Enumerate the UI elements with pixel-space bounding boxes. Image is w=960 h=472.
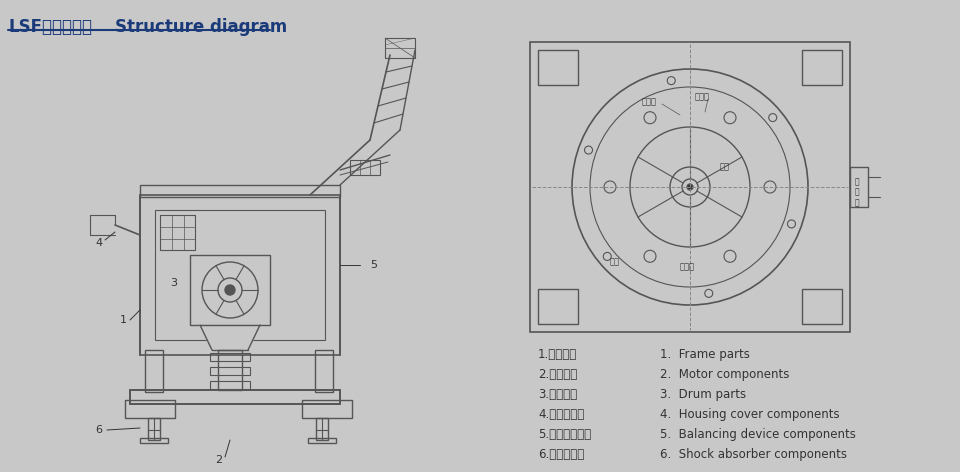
Text: 5.  Balancing device components: 5. Balancing device components xyxy=(660,428,856,441)
Bar xyxy=(385,38,415,58)
Bar xyxy=(148,418,160,440)
Text: 4.机壳盖部件: 4.机壳盖部件 xyxy=(538,408,585,421)
Bar xyxy=(315,350,333,392)
Text: 1.机座部件: 1.机座部件 xyxy=(538,348,577,361)
Bar xyxy=(210,381,250,389)
Circle shape xyxy=(687,184,693,190)
Bar xyxy=(538,50,578,85)
Text: 5.平衡装置部件: 5.平衡装置部件 xyxy=(538,428,591,441)
Bar xyxy=(850,167,868,207)
Bar xyxy=(125,400,175,418)
Text: 6.减震器部件: 6.减震器部件 xyxy=(538,448,585,461)
Text: 2.  Motor components: 2. Motor components xyxy=(660,368,789,381)
Text: 洗涤口: 洗涤口 xyxy=(642,98,657,107)
Text: 3.  Drum parts: 3. Drum parts xyxy=(660,388,746,401)
Text: 备用口: 备用口 xyxy=(680,262,695,271)
Text: 3: 3 xyxy=(170,278,177,288)
Bar xyxy=(130,390,340,404)
Bar xyxy=(538,289,578,324)
Bar xyxy=(140,438,168,443)
Bar xyxy=(160,215,195,250)
Text: 6.  Shock absorber components: 6. Shock absorber components xyxy=(660,448,847,461)
Text: 1: 1 xyxy=(120,315,127,325)
Bar xyxy=(530,42,850,332)
Text: Structure diagram: Structure diagram xyxy=(115,18,287,36)
Bar xyxy=(302,400,352,418)
Bar xyxy=(218,350,242,390)
Polygon shape xyxy=(200,325,260,350)
Bar xyxy=(350,160,380,175)
Text: 4.  Housing cover components: 4. Housing cover components xyxy=(660,408,840,421)
Bar xyxy=(210,353,250,361)
Bar xyxy=(802,289,842,324)
Bar xyxy=(155,210,325,340)
Bar xyxy=(210,367,250,375)
Bar xyxy=(140,185,340,197)
Text: 进料管: 进料管 xyxy=(695,93,710,101)
Text: LSF系列结构图: LSF系列结构图 xyxy=(8,18,92,36)
Bar xyxy=(130,390,340,404)
Bar xyxy=(190,255,270,325)
Text: 灯窗: 灯窗 xyxy=(720,162,730,171)
Text: 1.  Frame parts: 1. Frame parts xyxy=(660,348,750,361)
Text: 2: 2 xyxy=(215,455,222,465)
Text: 2.电机部件: 2.电机部件 xyxy=(538,368,577,381)
Text: 4: 4 xyxy=(95,238,102,248)
Bar xyxy=(145,350,163,392)
Text: 6: 6 xyxy=(95,425,102,435)
Text: 5: 5 xyxy=(370,260,377,270)
Bar xyxy=(316,418,328,440)
Circle shape xyxy=(225,285,235,295)
Text: 视镜: 视镜 xyxy=(610,258,620,267)
Bar xyxy=(308,438,336,443)
Bar xyxy=(140,195,340,355)
Bar xyxy=(802,50,842,85)
Text: 3.转鼓部件: 3.转鼓部件 xyxy=(538,388,577,401)
Text: 出
料
口: 出 料 口 xyxy=(855,177,859,207)
